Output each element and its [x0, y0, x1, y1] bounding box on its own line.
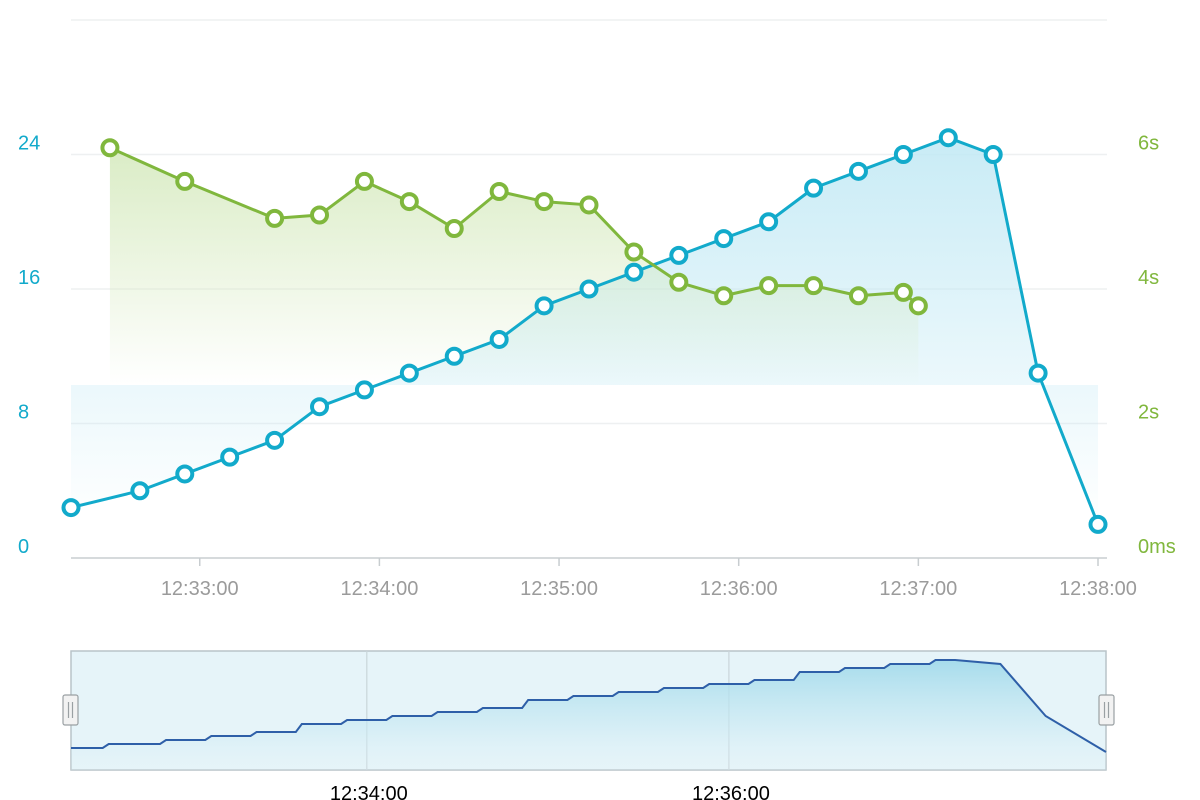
data-point[interactable]: [265, 430, 285, 450]
data-point[interactable]: [444, 218, 464, 238]
data-point[interactable]: [804, 276, 824, 296]
data-point[interactable]: [444, 346, 464, 366]
left-tick-label: 24: [18, 133, 40, 155]
data-point[interactable]: [624, 242, 644, 262]
data-point[interactable]: [804, 178, 824, 198]
data-point[interactable]: [310, 397, 330, 417]
navigator-line: [71, 659, 1107, 753]
right-tick-label: 0ms: [1138, 536, 1176, 558]
navigator[interactable]: 12:34:00 12:36:00: [62, 650, 1115, 800]
navigator-tick-label: 12:34:00: [330, 783, 408, 800]
x-axis-ticks: 12:33:00 12:34:00 12:35:00 12:36:00 12:37:00…: [161, 558, 1137, 600]
navigator-right-handle[interactable]: [1098, 694, 1115, 726]
data-point[interactable]: [579, 195, 599, 215]
data-point[interactable]: [354, 171, 374, 191]
series-area: [109, 147, 919, 385]
left-axis-ticks: 0 8 16 24: [18, 133, 40, 559]
data-point[interactable]: [938, 128, 958, 148]
series-markers: [61, 128, 1108, 534]
data-point[interactable]: [310, 205, 330, 225]
data-point[interactable]: [1088, 514, 1108, 534]
data-point[interactable]: [399, 363, 419, 383]
data-point[interactable]: [579, 279, 599, 299]
left-tick-label: 0: [18, 536, 29, 558]
data-point[interactable]: [714, 229, 734, 249]
navigator-area: [71, 660, 1106, 770]
navigator-left-handle[interactable]: [62, 694, 79, 726]
right-axis-ticks: 0ms 2s 4s 6s: [1138, 133, 1176, 559]
data-point[interactable]: [534, 192, 554, 212]
right-tick-label: 4s: [1138, 267, 1159, 289]
data-point[interactable]: [265, 208, 285, 228]
data-point[interactable]: [908, 296, 928, 316]
data-point[interactable]: [714, 286, 734, 306]
x-tick-label: 12:37:00: [879, 578, 957, 600]
data-point[interactable]: [61, 498, 81, 518]
data-point[interactable]: [220, 447, 240, 467]
x-tick-label: 12:36:00: [700, 578, 778, 600]
data-point[interactable]: [893, 282, 913, 302]
data-point[interactable]: [983, 145, 1003, 164]
left-tick-label: 16: [18, 267, 40, 289]
data-point[interactable]: [175, 171, 195, 191]
data-point[interactable]: [893, 145, 913, 164]
data-point[interactable]: [848, 286, 868, 306]
data-point[interactable]: [534, 296, 554, 316]
left-tick-label: 8: [18, 402, 29, 424]
x-tick-label: 12:34:00: [340, 578, 418, 600]
data-point[interactable]: [354, 380, 374, 400]
right-tick-label: 6s: [1138, 133, 1159, 155]
series-areas: [71, 137, 1098, 525]
x-tick-label: 12:38:00: [1059, 578, 1137, 600]
data-point[interactable]: [669, 272, 689, 292]
data-point[interactable]: [759, 212, 779, 232]
data-point[interactable]: [848, 161, 868, 181]
data-point[interactable]: [399, 192, 419, 212]
data-point[interactable]: [669, 245, 689, 265]
navigator-tick-label: 12:36:00: [692, 783, 770, 800]
data-point[interactable]: [489, 181, 509, 201]
right-tick-label: 2s: [1138, 402, 1159, 424]
data-point[interactable]: [759, 276, 779, 296]
data-point[interactable]: [624, 262, 644, 282]
data-point[interactable]: [130, 481, 150, 501]
x-tick-label: 12:33:00: [161, 578, 239, 600]
data-point[interactable]: [1028, 363, 1048, 383]
x-tick-label: 12:35:00: [520, 578, 598, 600]
data-point[interactable]: [100, 138, 120, 158]
data-point[interactable]: [489, 329, 509, 349]
navigator-x-ticks: 12:34:00 12:36:00: [330, 783, 770, 800]
data-point[interactable]: [175, 464, 195, 484]
